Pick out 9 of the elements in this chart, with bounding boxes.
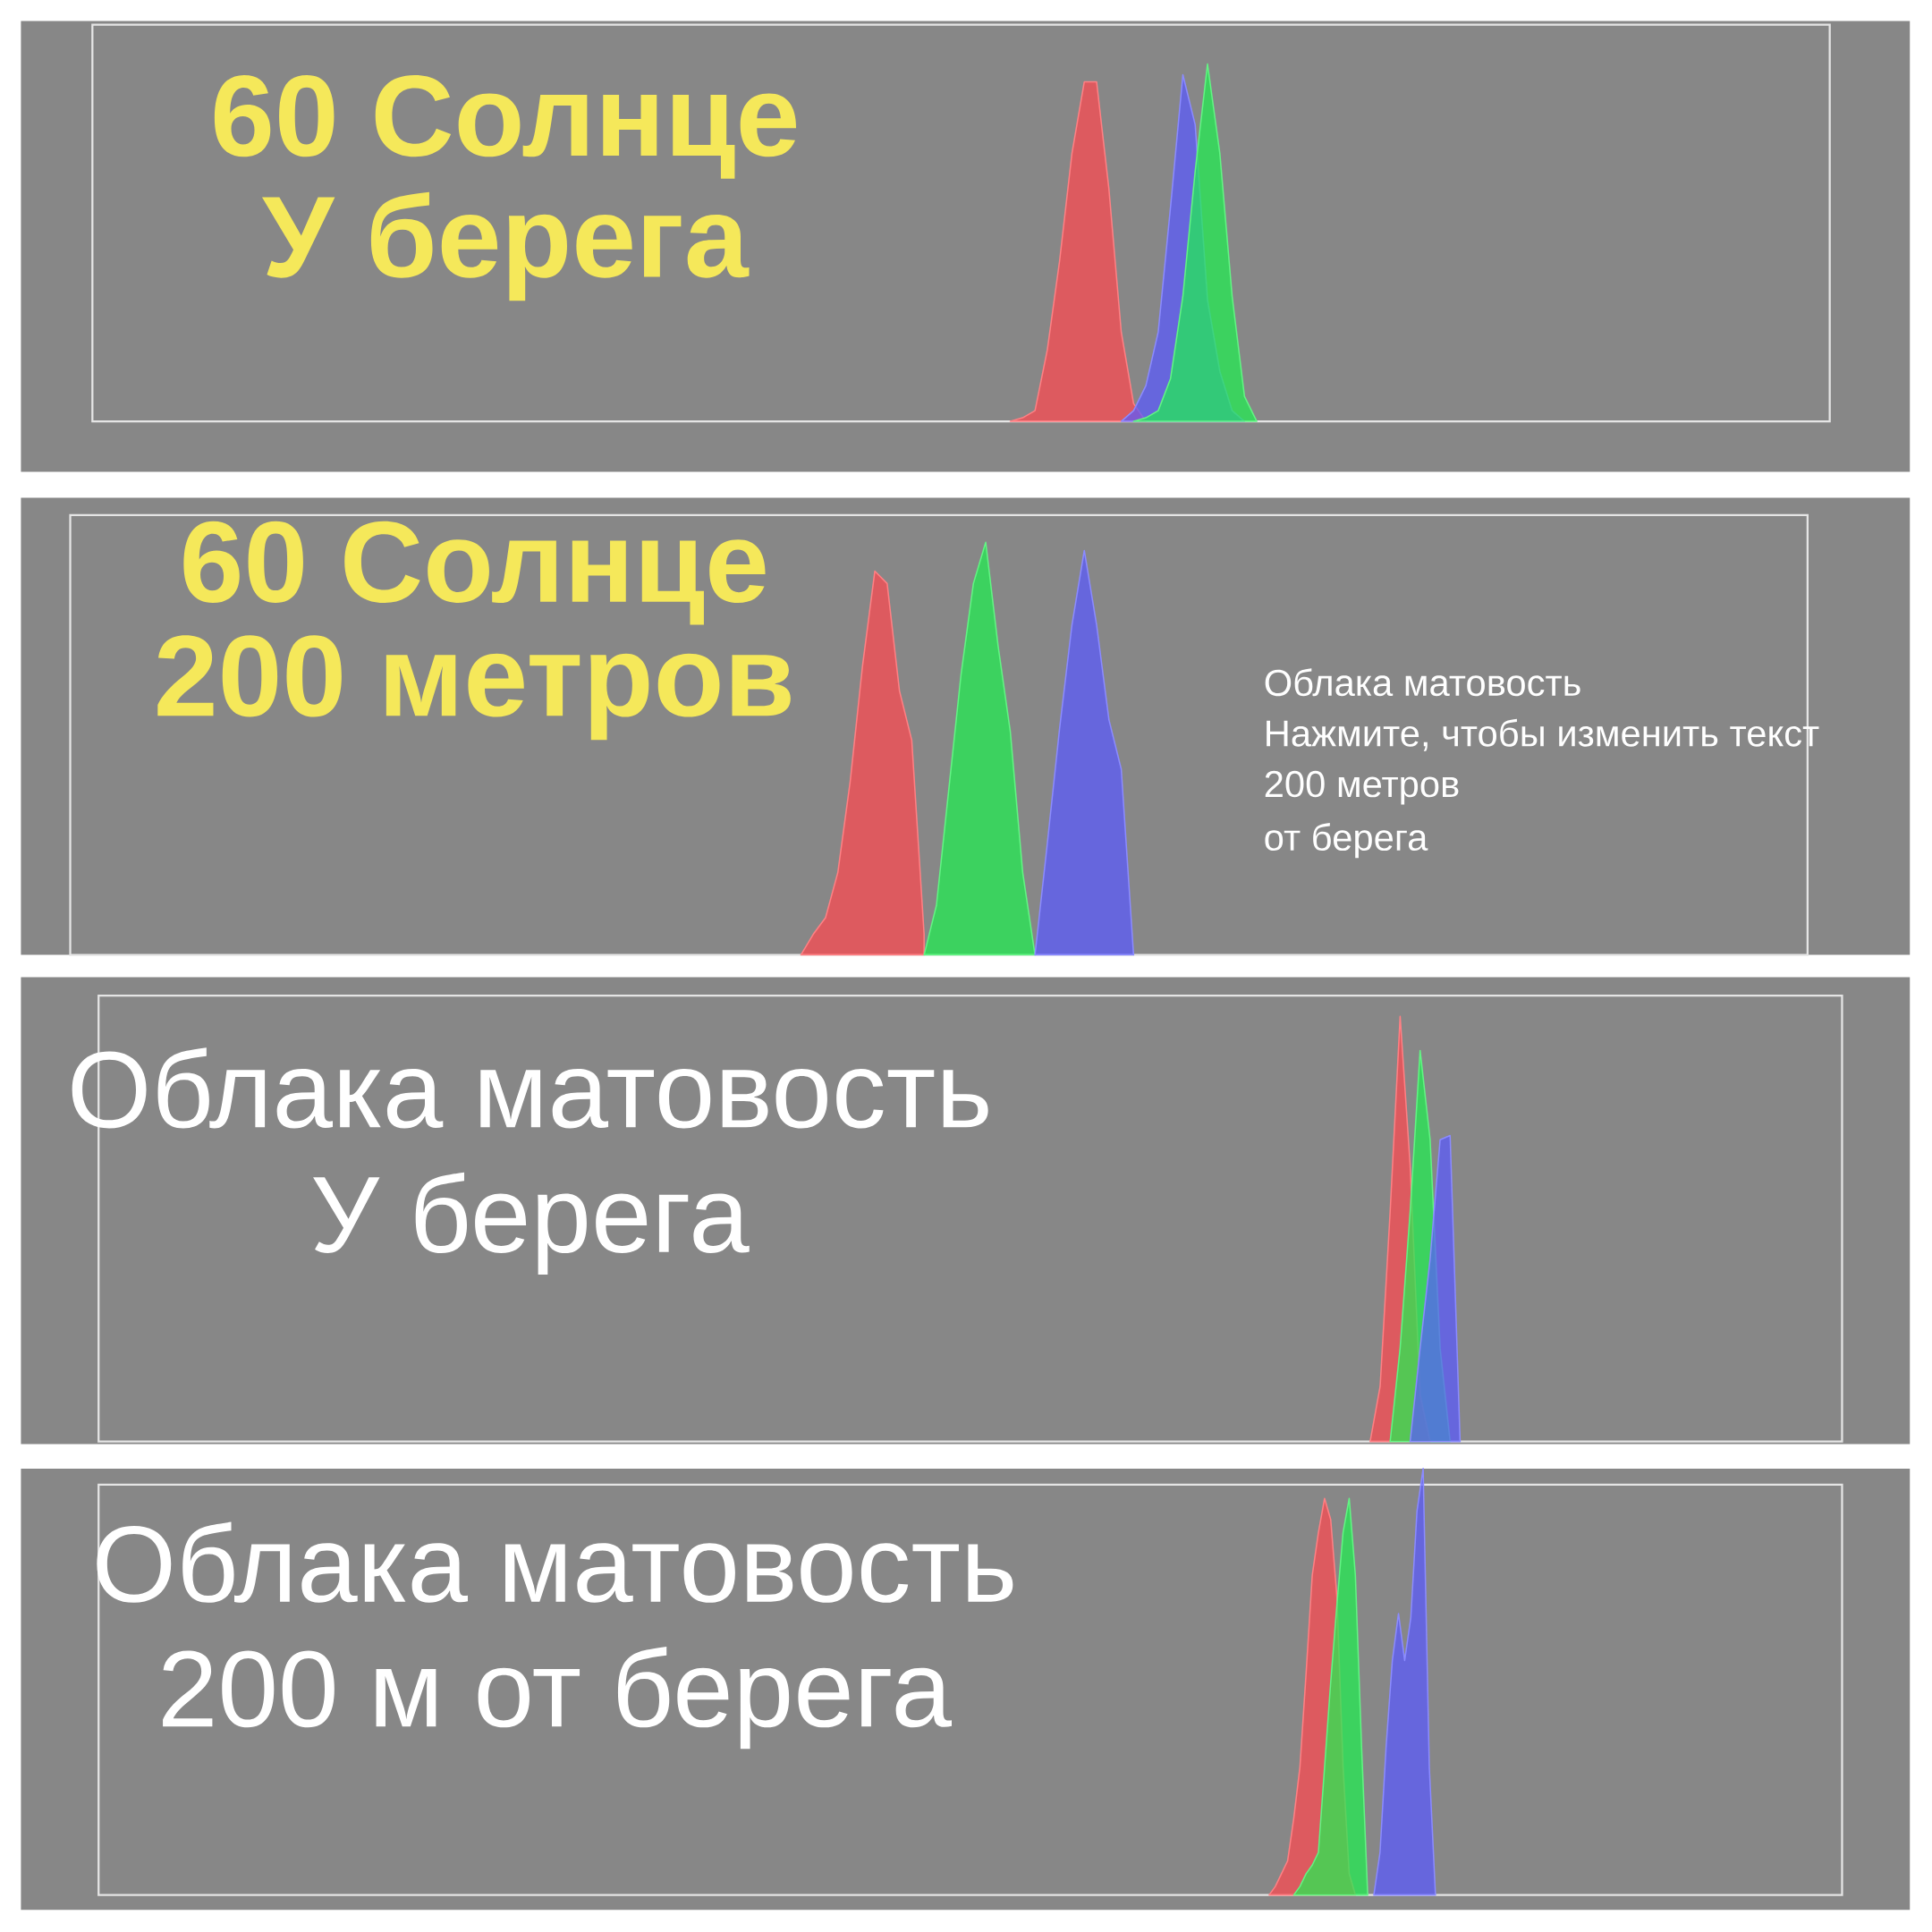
chart-title: 60 Солнце <box>214 74 797 179</box>
text: от берега <box>1265 823 1428 859</box>
text: 200 метров <box>1265 770 1459 805</box>
chart-title: 60 Солнце <box>183 521 766 625</box>
text: 200 м от берега <box>163 1647 953 1750</box>
text: У берега <box>313 1172 750 1275</box>
text: У берега <box>261 191 750 301</box>
text: Облака матовость <box>1265 668 1580 697</box>
text: 200 метров <box>157 635 791 741</box>
